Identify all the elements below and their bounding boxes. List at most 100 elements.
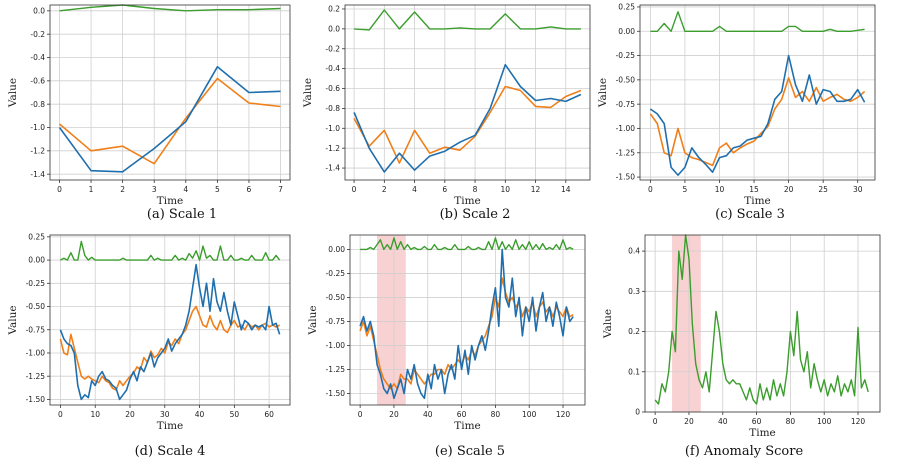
x-tick-label: 12 bbox=[531, 185, 541, 194]
series-line-orange bbox=[649, 77, 866, 167]
y-tick-label: -0.6 bbox=[325, 84, 340, 93]
y-axis-label: Value bbox=[602, 309, 614, 339]
x-tick-label: 30 bbox=[853, 185, 863, 194]
x-tick-label: 1 bbox=[89, 185, 94, 194]
series-line-green bbox=[650, 11, 865, 32]
x-tick-label: 40 bbox=[718, 417, 728, 426]
plot-frame bbox=[349, 234, 586, 406]
y-tick-label: -0.25 bbox=[326, 269, 346, 278]
y-tick-label: -1.00 bbox=[616, 124, 636, 133]
y-tick-label: -1.0 bbox=[30, 123, 45, 132]
y-tick-label: -0.4 bbox=[30, 53, 45, 62]
x-tick-label: 80 bbox=[786, 417, 796, 426]
y-tick-label: 0.00 bbox=[618, 27, 635, 36]
x-tick-label: 6 bbox=[442, 185, 447, 194]
y-tick-label: -0.75 bbox=[326, 317, 346, 326]
x-axis-label: Time bbox=[157, 420, 184, 432]
series-line-orange bbox=[59, 305, 280, 391]
y-tick-label: -1.0 bbox=[325, 124, 340, 133]
y-axis-label: Value bbox=[7, 305, 19, 335]
x-tick-label: 60 bbox=[752, 417, 762, 426]
x-tick-label: 0 bbox=[358, 410, 363, 419]
x-tick-label: 8 bbox=[473, 185, 478, 194]
chart-panel-b: 0 2 4 6 8 10 12 14 0.2 0.0 -0.2 -0.4 -0.6 -0.8 -1.0 -1.… bbox=[302, 5, 591, 207]
y-tick-label: -1.2 bbox=[30, 146, 45, 155]
x-tick-label: 25 bbox=[818, 185, 828, 194]
y-tick-label: -0.6 bbox=[30, 76, 45, 85]
y-tick-label: -0.50 bbox=[616, 75, 636, 84]
y-tick-label: 0.4 bbox=[628, 247, 640, 256]
x-tick-label: 3 bbox=[152, 185, 157, 194]
y-axis-label: Value bbox=[302, 78, 314, 108]
chart-panel-a: 0 1 2 3 4 5 6 7 0.0 -0.2 -0.4 -0.6 -0.8 -1.0 -1.2 -1.4 T… bbox=[7, 4, 291, 207]
series-line-green bbox=[654, 234, 869, 405]
plot-frame bbox=[49, 4, 291, 181]
plot-frame bbox=[639, 4, 876, 181]
y-tick-label: -1.00 bbox=[26, 349, 46, 358]
x-axis-label: Time bbox=[454, 195, 481, 207]
caption-a: (a) Scale 1 bbox=[147, 207, 217, 222]
x-axis-label: Time bbox=[744, 195, 771, 207]
y-tick-label: -0.2 bbox=[30, 30, 45, 39]
y-tick-label: -1.00 bbox=[326, 341, 346, 350]
y-tick-label: -0.50 bbox=[326, 293, 346, 302]
series-line-blue bbox=[359, 248, 574, 400]
caption-f: (f) Anomaly Score bbox=[685, 444, 804, 459]
x-axis-label: Time bbox=[749, 427, 776, 439]
x-tick-label: 7 bbox=[278, 185, 283, 194]
x-tick-label: 40 bbox=[195, 410, 205, 419]
y-tick-label: -0.8 bbox=[325, 104, 340, 113]
y-tick-label: -0.25 bbox=[616, 51, 636, 60]
x-tick-label: 40 bbox=[423, 410, 433, 419]
x-tick-label: 0 bbox=[648, 185, 653, 194]
y-axis-label: Value bbox=[597, 78, 609, 108]
x-tick-label: 20 bbox=[684, 417, 694, 426]
x-tick-label: 0 bbox=[653, 417, 658, 426]
y-tick-label: 0.3 bbox=[628, 287, 640, 296]
x-tick-label: 14 bbox=[561, 185, 571, 194]
x-tick-label: 20 bbox=[389, 410, 399, 419]
y-tick-label: -0.25 bbox=[26, 279, 46, 288]
chart-panel-e: 0 20 40 60 80 100 120 0.00 -0.25 -0.50 -0.75 -1.00 -… bbox=[307, 234, 586, 432]
y-tick-label: 0.00 bbox=[328, 245, 345, 254]
x-axis-label: Time bbox=[157, 195, 184, 207]
caption-b: (b) Scale 2 bbox=[440, 207, 511, 222]
y-tick-label: -1.25 bbox=[326, 365, 346, 374]
x-tick-label: 4 bbox=[412, 185, 417, 194]
x-tick-label: 5 bbox=[215, 185, 220, 194]
x-tick-label: 5 bbox=[683, 185, 688, 194]
x-tick-label: 100 bbox=[522, 410, 537, 419]
x-tick-label: 80 bbox=[491, 410, 501, 419]
y-tick-label: -1.4 bbox=[30, 170, 45, 179]
y-tick-label: 0 bbox=[635, 408, 640, 417]
x-tick-label: 4 bbox=[183, 185, 188, 194]
chart-panel-f: 0 20 40 60 80 100 120 0 0.1 0.2 0.3 0.4 Time Value bbox=[602, 234, 881, 439]
y-tick-label: -0.75 bbox=[26, 325, 46, 334]
series-line-green bbox=[60, 240, 281, 261]
x-tick-label: 20 bbox=[784, 185, 794, 194]
x-tick-label: 15 bbox=[749, 185, 759, 194]
y-axis-label: Value bbox=[7, 78, 19, 108]
y-tick-label: -0.8 bbox=[30, 100, 45, 109]
x-tick-label: 2 bbox=[382, 185, 387, 194]
caption-c: (c) Scale 3 bbox=[715, 207, 785, 222]
x-tick-label: 10 bbox=[501, 185, 511, 194]
y-tick-label: 0.2 bbox=[328, 5, 340, 14]
x-tick-label: 30 bbox=[160, 410, 170, 419]
series-line-green bbox=[360, 237, 574, 251]
y-tick-label: 0.25 bbox=[618, 3, 635, 12]
x-tick-label: 0 bbox=[352, 185, 357, 194]
y-tick-label: 0.25 bbox=[28, 232, 45, 241]
y-tick-label: 0.00 bbox=[28, 256, 45, 265]
y-tick-label: -1.4 bbox=[325, 164, 340, 173]
caption-d: (d) Scale 4 bbox=[135, 444, 206, 459]
y-tick-label: 0.2 bbox=[628, 327, 640, 336]
x-tick-label: 120 bbox=[851, 417, 866, 426]
x-tick-label: 10 bbox=[715, 185, 725, 194]
x-tick-label: 100 bbox=[817, 417, 832, 426]
series-line-blue bbox=[353, 63, 582, 173]
plot-frame bbox=[644, 234, 881, 413]
y-tick-label: -0.75 bbox=[616, 100, 636, 109]
y-tick-label: 0.1 bbox=[628, 367, 640, 376]
